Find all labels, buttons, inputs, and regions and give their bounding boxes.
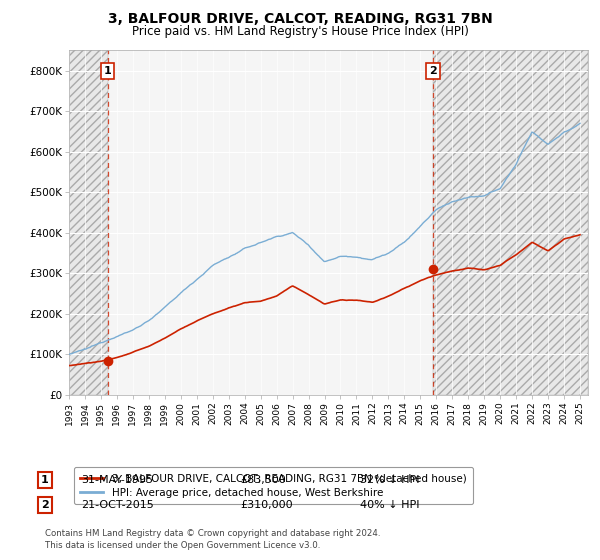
- Text: 31-MAY-1995: 31-MAY-1995: [81, 475, 153, 485]
- Text: 1: 1: [41, 475, 49, 485]
- Text: 40% ↓ HPI: 40% ↓ HPI: [360, 500, 419, 510]
- Text: £83,500: £83,500: [240, 475, 286, 485]
- Text: 32% ↓ HPI: 32% ↓ HPI: [360, 475, 419, 485]
- Bar: [433, 50, 588, 395]
- Text: 1: 1: [104, 66, 112, 76]
- Text: 3, BALFOUR DRIVE, CALCOT, READING, RG31 7BN: 3, BALFOUR DRIVE, CALCOT, READING, RG31 …: [107, 12, 493, 26]
- Text: 21-OCT-2015: 21-OCT-2015: [81, 500, 154, 510]
- Bar: [69, 50, 107, 395]
- Text: 2: 2: [41, 500, 49, 510]
- Text: Contains HM Land Registry data © Crown copyright and database right 2024.
This d: Contains HM Land Registry data © Crown c…: [45, 529, 380, 550]
- Text: Price paid vs. HM Land Registry's House Price Index (HPI): Price paid vs. HM Land Registry's House …: [131, 25, 469, 38]
- Text: £310,000: £310,000: [240, 500, 293, 510]
- Text: 2: 2: [429, 66, 437, 76]
- Legend: 3, BALFOUR DRIVE, CALCOT, READING, RG31 7BN (detached house), HPI: Average price: 3, BALFOUR DRIVE, CALCOT, READING, RG31 …: [74, 467, 473, 504]
